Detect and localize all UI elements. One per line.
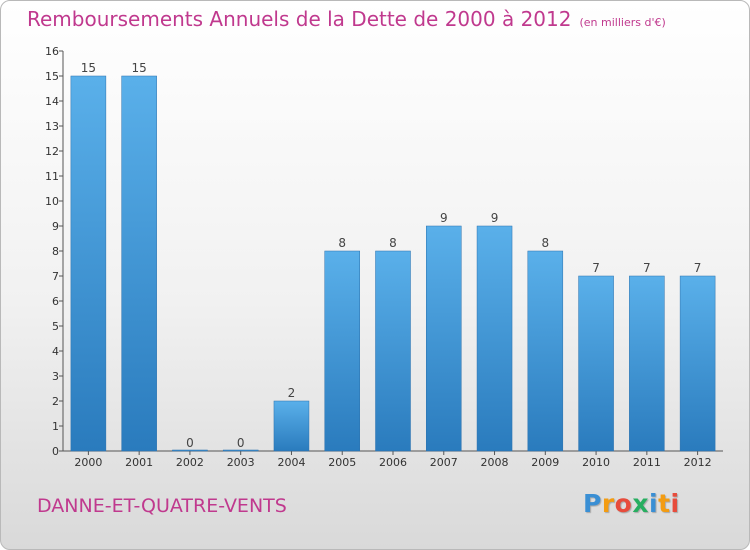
x-tick-label: 2001 bbox=[125, 456, 153, 469]
chart-unit: (en milliers d'€) bbox=[579, 16, 666, 29]
chart-data-labels: 15 15 0 0 2 8 8 9 9 8 7 7 7 bbox=[81, 61, 702, 450]
bar bbox=[222, 449, 259, 452]
data-label: 9 bbox=[491, 211, 499, 225]
x-tick-label: 2005 bbox=[328, 456, 356, 469]
bar bbox=[476, 225, 513, 452]
commune-name: DANNE-ET-QUATRE-VENTS bbox=[37, 495, 287, 517]
y-tick-label: 1 bbox=[52, 420, 59, 433]
data-label: 15 bbox=[132, 61, 147, 75]
y-tick-label: 8 bbox=[52, 245, 59, 258]
y-tick-label: 4 bbox=[52, 345, 59, 358]
y-tick-label: 0 bbox=[52, 445, 59, 458]
y-tick-label: 9 bbox=[52, 220, 59, 233]
bar bbox=[70, 75, 107, 452]
x-tick-label: 2012 bbox=[684, 456, 712, 469]
data-label: 8 bbox=[541, 236, 549, 250]
data-label: 0 bbox=[186, 436, 194, 450]
x-tick-label: 2002 bbox=[176, 456, 204, 469]
y-tick-label: 14 bbox=[45, 95, 59, 108]
bar bbox=[172, 449, 208, 452]
bar bbox=[273, 400, 310, 452]
y-tick-label: 16 bbox=[45, 45, 59, 58]
bar bbox=[629, 275, 665, 452]
bar bbox=[375, 250, 411, 452]
chart-bars bbox=[70, 75, 716, 452]
logo-letter: t bbox=[658, 489, 671, 518]
x-tick-label: 2009 bbox=[531, 456, 559, 469]
logo-letter: o bbox=[614, 489, 633, 518]
logo-letter: i bbox=[649, 489, 659, 518]
data-label: 7 bbox=[694, 261, 702, 275]
logo-letter: x bbox=[632, 489, 649, 518]
data-label: 7 bbox=[643, 261, 651, 275]
x-tick-label: 2007 bbox=[430, 456, 458, 469]
data-label: 8 bbox=[338, 236, 346, 250]
x-tick-label: 2003 bbox=[227, 456, 255, 469]
chart-title: Remboursements Annuels de la Dette de 20… bbox=[27, 7, 666, 31]
data-label: 15 bbox=[81, 61, 96, 75]
y-tick-label: 5 bbox=[52, 320, 59, 333]
y-tick-label: 2 bbox=[52, 395, 59, 408]
x-tick-label: 2004 bbox=[277, 456, 305, 469]
y-tick-label: 12 bbox=[45, 145, 59, 158]
x-tick-label: 2010 bbox=[582, 456, 610, 469]
x-tick-label: 2008 bbox=[481, 456, 509, 469]
chart-title-text: Remboursements Annuels de la Dette de 20… bbox=[27, 7, 572, 31]
logo-letter: i bbox=[670, 489, 680, 518]
y-tick-label: 7 bbox=[52, 270, 59, 283]
data-label: 9 bbox=[440, 211, 448, 225]
data-label: 7 bbox=[592, 261, 600, 275]
data-label: 0 bbox=[237, 436, 245, 450]
data-label: 2 bbox=[288, 386, 296, 400]
y-tick-label: 15 bbox=[45, 70, 59, 83]
logo-letter: P bbox=[583, 489, 602, 518]
bar bbox=[578, 275, 614, 452]
x-tick-label: 2000 bbox=[74, 456, 102, 469]
bar bbox=[679, 275, 716, 452]
proxiti-logo: Proxiti bbox=[583, 489, 680, 518]
data-label: 8 bbox=[389, 236, 397, 250]
bar bbox=[527, 250, 564, 452]
y-tick-label: 11 bbox=[45, 170, 59, 183]
logo-letter: r bbox=[601, 489, 615, 518]
bar bbox=[324, 250, 360, 452]
x-tick-label: 2011 bbox=[633, 456, 661, 469]
y-tick-label: 13 bbox=[45, 120, 59, 133]
bar bbox=[121, 75, 157, 452]
y-tick-label: 3 bbox=[52, 370, 59, 383]
y-tick-label: 10 bbox=[45, 195, 59, 208]
y-tick-label: 6 bbox=[52, 295, 59, 308]
x-tick-label: 2006 bbox=[379, 456, 407, 469]
bar bbox=[426, 225, 462, 452]
